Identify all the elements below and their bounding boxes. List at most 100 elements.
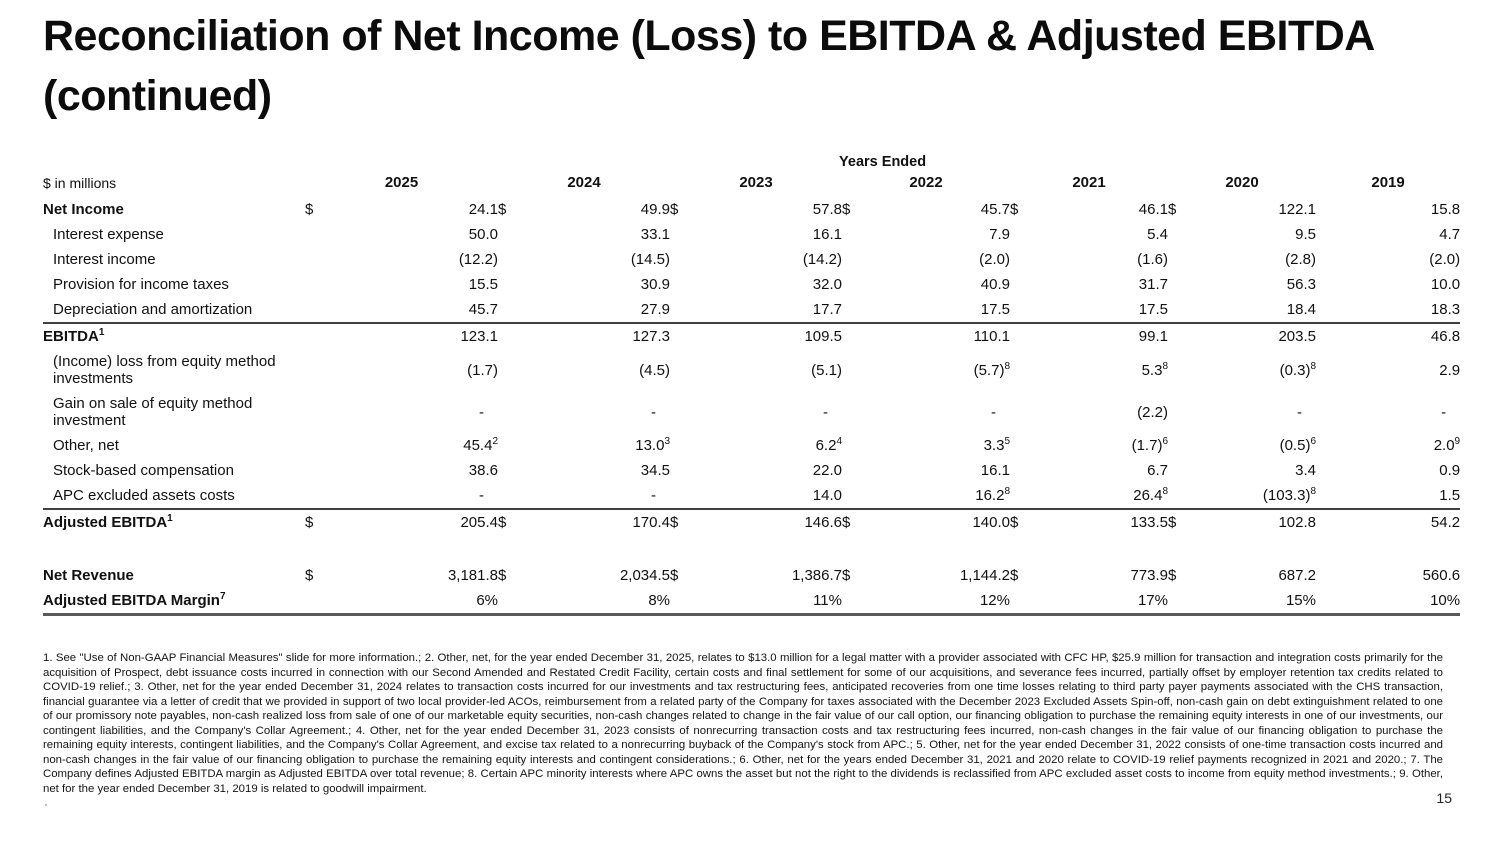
currency-symbol: $ bbox=[670, 567, 679, 584]
value-cell-2020: 56.3 bbox=[1286, 276, 1316, 293]
table-row: Stock-based compensation 38.6 34.5 22.0 16.1… bbox=[43, 458, 1460, 483]
value-cell-2021: 5.4 bbox=[1147, 226, 1168, 243]
currency-symbol: $ bbox=[670, 514, 679, 531]
table-body: Net Income $24.1 $49.9 $57.8 $45.7 $46.1 $122.… bbox=[43, 197, 1461, 615]
value-cell-2021: 5.38 bbox=[1141, 360, 1168, 379]
value-cell-2021: 133.5 bbox=[1130, 514, 1168, 531]
value-cell-2025: 45.42 bbox=[463, 436, 498, 455]
currency-symbol bbox=[670, 433, 690, 458]
value-cell-2019: 10.0 bbox=[1430, 276, 1461, 293]
year-header-2025: 2025 bbox=[384, 174, 419, 191]
currency-symbol bbox=[1168, 483, 1188, 509]
currency-symbol bbox=[670, 483, 690, 509]
currency-symbol bbox=[498, 588, 518, 615]
value-cell-2021: 46.1 bbox=[1138, 201, 1168, 218]
value-cell-2024: 34.5 bbox=[640, 462, 670, 479]
page-number: 15 bbox=[1436, 790, 1452, 806]
value-cell-2020: 3.4 bbox=[1295, 462, 1316, 479]
table-row: Adjusted EBITDA Margin7 6% 8% 11% 12% 17% 15% 1… bbox=[43, 588, 1461, 615]
units-label: $ in millions bbox=[43, 174, 117, 191]
footnote-ref: 5 bbox=[1004, 436, 1010, 447]
currency-symbol: $ bbox=[1010, 567, 1019, 584]
value-cell-2023: 14.0 bbox=[812, 487, 842, 504]
table-row: Depreciation and amortization 45.7 27.9 17.… bbox=[43, 297, 1460, 323]
value-cell-2019: 2.9 bbox=[1439, 361, 1461, 379]
footnote-ref: 1 bbox=[167, 513, 173, 524]
value-cell-2020: 9.5 bbox=[1295, 226, 1316, 243]
currency-symbol bbox=[305, 222, 325, 247]
value-cell-2021: (2.2) bbox=[1137, 403, 1168, 421]
currency-symbol bbox=[305, 588, 325, 615]
year-header-2024: 2024 bbox=[567, 174, 601, 191]
currency-symbol: $ bbox=[498, 567, 507, 584]
currency-symbol bbox=[842, 391, 862, 433]
value-cell-2023: 109.5 bbox=[804, 328, 842, 345]
value-cell-2020: 15% bbox=[1285, 592, 1316, 609]
currency-symbol bbox=[305, 272, 325, 297]
value-cell-2021: 17% bbox=[1137, 592, 1168, 609]
value-cell-2025: 45.7 bbox=[468, 301, 498, 318]
value-cell-2024: 27.9 bbox=[640, 301, 670, 318]
year-header-2022: 2022 bbox=[909, 174, 943, 191]
currency-symbol: $ bbox=[305, 201, 314, 218]
currency-symbol bbox=[305, 458, 325, 483]
value-cell-2022: (5.7)8 bbox=[973, 360, 1010, 379]
value-cell-2023: 17.7 bbox=[812, 301, 842, 318]
row-label: Provision for income taxes bbox=[53, 276, 229, 293]
table-row: (Income) loss from equity method investm… bbox=[43, 349, 1460, 391]
value-cell-2021: 773.9 bbox=[1130, 567, 1168, 584]
currency-symbol: $ bbox=[1168, 514, 1177, 531]
currency-symbol bbox=[1168, 272, 1188, 297]
currency-symbol bbox=[1168, 433, 1188, 458]
row-label: Interest income bbox=[53, 251, 156, 268]
currency-symbol bbox=[498, 483, 518, 509]
footnote-ref: 8 bbox=[1310, 486, 1316, 497]
currency-symbol bbox=[1168, 349, 1188, 391]
value-cell-2024: 170.4 bbox=[632, 514, 670, 531]
value-cell-2019: 18.3 bbox=[1430, 301, 1461, 318]
row-label: Adjusted EBITDA1 bbox=[43, 513, 173, 532]
row-label: Net Revenue bbox=[43, 567, 134, 584]
currency-symbol bbox=[670, 391, 690, 433]
currency-symbol bbox=[498, 391, 518, 433]
currency-symbol bbox=[1010, 272, 1030, 297]
currency-symbol bbox=[1168, 391, 1188, 433]
currency-symbol: $ bbox=[670, 201, 679, 218]
value-cell-2024: - bbox=[651, 403, 656, 421]
year-header-2021: 2021 bbox=[1072, 174, 1106, 191]
table-row: Interest income (12.2) (14.5) (14.2) (2.0) (1… bbox=[43, 247, 1460, 272]
value-cell-2020: (0.3)8 bbox=[1279, 360, 1316, 379]
table-row: EBITDA1 123.1 127.3 109.5 110.1 99.1 203.5 46.8 bbox=[43, 323, 1461, 349]
footnote-ref: 1 bbox=[98, 327, 105, 338]
currency-symbol bbox=[1010, 323, 1030, 349]
currency-symbol bbox=[498, 349, 518, 391]
row-label: Other, net bbox=[53, 437, 119, 454]
value-cell-2020: (2.8) bbox=[1285, 251, 1316, 268]
footnote-ref: 6 bbox=[1310, 436, 1316, 447]
value-cell-2025: (12.2) bbox=[458, 251, 498, 268]
currency-symbol bbox=[498, 297, 518, 323]
footnote-ref: 8 bbox=[1162, 486, 1168, 497]
value-cell-2023: 146.6 bbox=[804, 514, 842, 531]
value-cell-2024: 2,034.5 bbox=[619, 567, 670, 584]
value-cell-2025: 3,181.8 bbox=[447, 567, 498, 584]
value-cell-2024: - bbox=[651, 487, 656, 504]
currency-symbol: $ bbox=[1010, 201, 1019, 218]
currency-symbol bbox=[1010, 433, 1030, 458]
currency-symbol bbox=[670, 458, 690, 483]
value-cell-2022: 12% bbox=[979, 592, 1010, 609]
currency-symbol bbox=[1010, 483, 1030, 509]
currency-symbol bbox=[305, 323, 325, 349]
year-header-2020: 2020 bbox=[1225, 174, 1259, 191]
value-cell-2022: 16.1 bbox=[980, 462, 1010, 479]
year-header-row: $ in millions 2025 2024 2023 2022 2021 2020 20… bbox=[43, 172, 1460, 197]
value-cell-2022: 16.28 bbox=[975, 486, 1010, 505]
currency-symbol: $ bbox=[842, 514, 851, 531]
row-label: Stock-based compensation bbox=[53, 462, 234, 479]
value-cell-2020: 102.8 bbox=[1278, 514, 1316, 531]
value-cell-2019: 560.6 bbox=[1422, 567, 1461, 584]
currency-symbol: $ bbox=[842, 201, 851, 218]
value-cell-2022: 45.7 bbox=[980, 201, 1010, 218]
currency-symbol: $ bbox=[1168, 567, 1177, 584]
